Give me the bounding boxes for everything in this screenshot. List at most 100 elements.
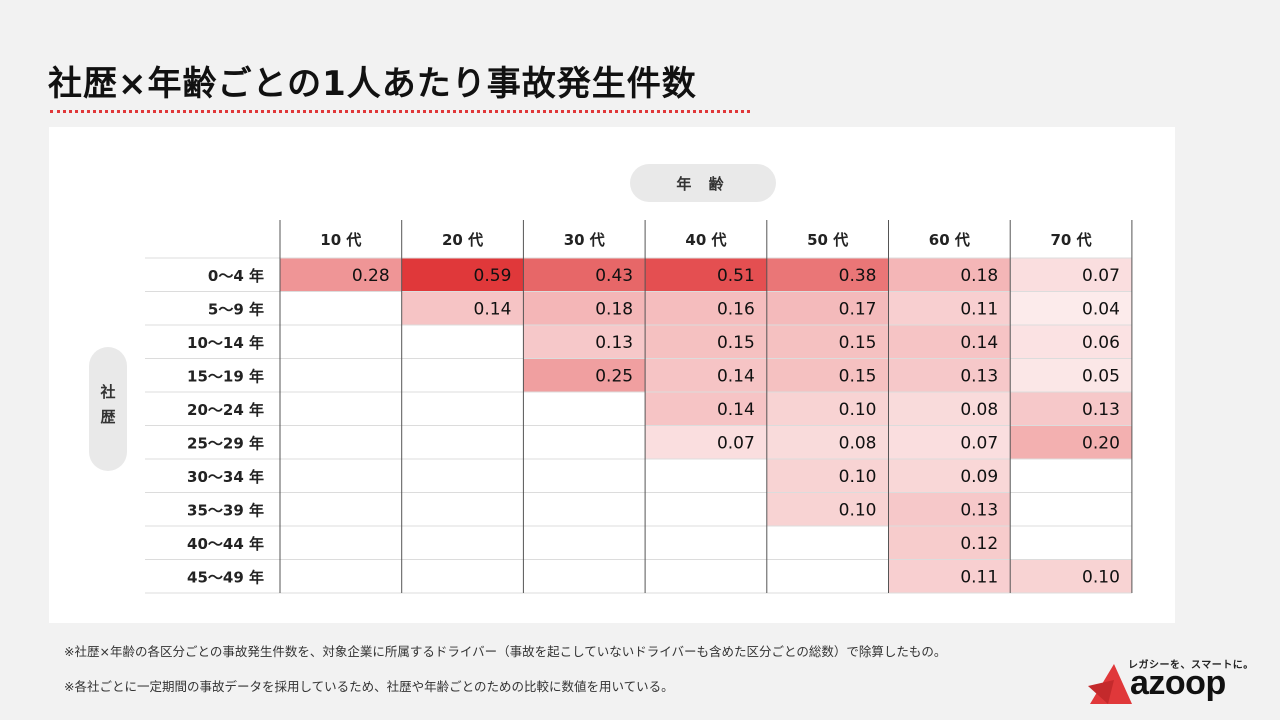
cell-value-label: 0.13: [1082, 400, 1120, 420]
age-axis-label: 年 齢: [630, 164, 776, 202]
heat-cell: [888, 358, 1011, 392]
heat-cell: [1010, 325, 1132, 359]
heat-cell: [766, 325, 889, 359]
heat-cell: [401, 258, 524, 292]
cell-value-label: 0.04: [1082, 299, 1120, 319]
footnote-2: ※各社ごとに一定期間の事故データを採用しているため、社歴や年齢ごとのための比較に…: [64, 679, 674, 694]
footnote-1: ※社歴×年齢の各区分ごとの事故発生件数を、対象企業に所属するドライバー（事故を起…: [64, 644, 947, 659]
heat-cell: [888, 526, 1011, 560]
column-header-label: 20 代: [442, 231, 483, 249]
column-header-label: 50 代: [807, 231, 848, 249]
heat-cell: [645, 358, 767, 392]
cell-value-label: 0.11: [960, 567, 998, 587]
heat-cell: [766, 258, 889, 292]
cell-value-label: 0.28: [352, 266, 390, 286]
logo-tagline: レガシーを、スマートに。: [1128, 660, 1254, 671]
heat-cell: [1010, 258, 1132, 292]
cell-value-label: 0.16: [717, 299, 755, 319]
cell-value-label: 0.18: [595, 299, 633, 319]
cell-value-label: 0.10: [839, 500, 877, 520]
row-header-label: 45〜49 年: [187, 568, 264, 586]
heat-cell: [888, 425, 1011, 459]
heat-cell: [401, 291, 524, 325]
heat-cell: [523, 358, 646, 392]
cell-value-label: 0.38: [839, 266, 877, 286]
cell-value-label: 0.07: [1082, 266, 1120, 286]
row-header-label: 10〜14 年: [187, 334, 264, 352]
cell-value-label: 0.13: [960, 500, 998, 520]
title-underline: [50, 110, 750, 113]
cell-value-label: 0.07: [717, 433, 755, 453]
tenure-axis-label: 社歴: [89, 347, 127, 471]
column-header-label: 60 代: [929, 231, 970, 249]
cell-value-label: 0.12: [960, 534, 998, 554]
heat-cell: [523, 325, 646, 359]
cell-value-label: 0.10: [839, 467, 877, 487]
page-title: 社歴×年齢ごとの1人あたり事故発生件数: [48, 64, 697, 104]
cell-value-label: 0.10: [839, 400, 877, 420]
cell-value-label: 0.14: [960, 333, 998, 353]
heat-cell: [766, 492, 889, 526]
heat-cell: [523, 291, 646, 325]
column-header-label: 70 代: [1050, 231, 1091, 249]
cell-value-label: 0.43: [595, 266, 633, 286]
heat-cell: [766, 291, 889, 325]
cell-value-label: 0.25: [595, 366, 633, 386]
heat-cell: [1010, 392, 1132, 426]
heat-cell: [888, 459, 1011, 493]
row-header-label: 20〜24 年: [187, 401, 264, 419]
cell-value-label: 0.06: [1082, 333, 1120, 353]
logo-triangle-icon: [1088, 664, 1132, 704]
logo-wordmark: azoop: [1130, 664, 1226, 702]
column-header-label: 30 代: [564, 231, 605, 249]
row-header-label: 5〜9 年: [208, 300, 264, 318]
row-header-label: 15〜19 年: [187, 367, 264, 385]
cell-value-label: 0.51: [717, 266, 755, 286]
cell-value-label: 0.15: [839, 333, 877, 353]
heat-cell: [1010, 559, 1132, 593]
heat-cell: [280, 258, 402, 292]
cell-value-label: 0.14: [717, 366, 755, 386]
heat-cell: [766, 358, 889, 392]
cell-value-label: 0.15: [839, 366, 877, 386]
row-header-label: 40〜44 年: [187, 535, 264, 553]
azoop-logo: レガシーを、スマートに。 azoop: [1088, 656, 1258, 704]
cell-value-label: 0.14: [717, 400, 755, 420]
heat-cell: [523, 258, 646, 292]
cell-value-label: 0.11: [960, 299, 998, 319]
heat-cell: [888, 392, 1011, 426]
heat-cell: [645, 392, 767, 426]
heat-cell: [766, 459, 889, 493]
heat-cell: [645, 258, 767, 292]
cell-value-label: 0.08: [960, 400, 998, 420]
column-header-label: 10 代: [320, 231, 361, 249]
row-header-label: 0〜4 年: [208, 267, 264, 285]
heat-cell: [1010, 291, 1132, 325]
row-header-label: 30〜34 年: [187, 468, 264, 486]
cell-value-label: 0.10: [1082, 567, 1120, 587]
heat-cell: [888, 492, 1011, 526]
row-header-label: 25〜29 年: [187, 434, 264, 452]
cell-value-label: 0.13: [595, 333, 633, 353]
column-header-label: 40 代: [685, 231, 726, 249]
heat-cell: [888, 291, 1011, 325]
heat-cell: [766, 392, 889, 426]
cell-value-label: 0.07: [960, 433, 998, 453]
cell-value-label: 0.17: [839, 299, 877, 319]
row-header-label: 35〜39 年: [187, 501, 264, 519]
cell-value-label: 0.14: [474, 299, 512, 319]
heat-cell: [645, 425, 767, 459]
heat-cell: [888, 559, 1011, 593]
heat-cell: [1010, 358, 1132, 392]
cell-value-label: 0.20: [1082, 433, 1120, 453]
cell-value-label: 0.13: [960, 366, 998, 386]
cell-value-label: 0.09: [960, 467, 998, 487]
cell-value-label: 0.05: [1082, 366, 1120, 386]
cell-value-label: 0.18: [960, 266, 998, 286]
cell-value-label: 0.15: [717, 333, 755, 353]
heat-cell: [645, 325, 767, 359]
heat-cell: [1010, 425, 1132, 459]
cell-value-label: 0.59: [474, 266, 512, 286]
cell-value-label: 0.08: [839, 433, 877, 453]
